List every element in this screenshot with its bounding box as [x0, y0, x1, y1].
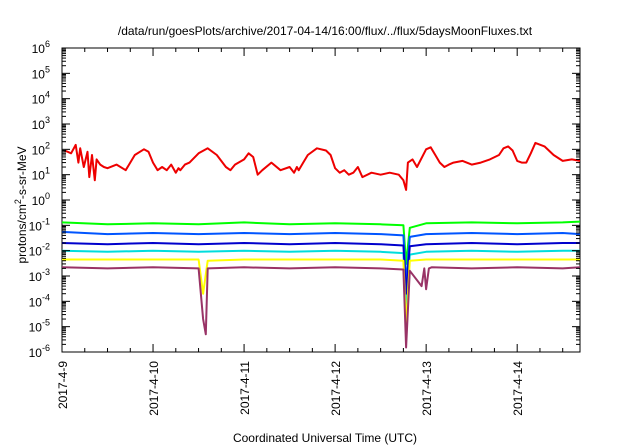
y-tick-label: 100: [32, 191, 50, 208]
x-tick-label: 2017-4-10: [147, 361, 161, 416]
y-tick-label: 10-3: [29, 267, 50, 284]
y-tick-label: 10-4: [29, 292, 50, 309]
y-tick-label: 104: [32, 90, 50, 107]
series-line-6: [62, 258, 580, 328]
series-line-3: [61, 230, 581, 285]
y-tick-label: 10-2: [29, 242, 50, 259]
y-tick-label: 105: [32, 64, 50, 81]
series-line-1: [64, 141, 581, 191]
y-tick-label: 101: [32, 166, 50, 183]
series-line-7: [61, 266, 581, 349]
x-tick-label: 2017-4-14: [511, 361, 525, 416]
x-axis-label: Coordinated Universal Time (UTC): [233, 431, 417, 445]
x-tick-label: 2017-4-9: [56, 361, 70, 409]
y-tick-label: 10-6: [29, 343, 50, 360]
y-tick-label: 103: [32, 115, 50, 132]
y-tick-label: 10-5: [29, 318, 50, 335]
series-line-2: [61, 220, 581, 265]
y-tick-label: 106: [32, 39, 50, 56]
y-tick-label: 102: [32, 140, 50, 157]
y-tick-label: 10-1: [29, 216, 50, 233]
x-tick-label: 2017-4-12: [329, 361, 343, 416]
plot-area: [61, 47, 581, 353]
y-axis-ticks: 10-6 10-5 10-4 10-3 10-2 10-1 100 101 102 103 104 1…: [29, 39, 580, 360]
x-tick-label: 2017-4-13: [420, 361, 434, 416]
x-tick-label: 2017-4-11: [238, 361, 252, 415]
y-axis-label: protons/cm2-s-sr-MeV: [13, 146, 29, 263]
series-line-4: [61, 249, 580, 310]
plot-frame: [61, 47, 581, 353]
chart-title: /data/run/goesPlots/archive/2017-04-14/1…: [118, 24, 533, 38]
x-axis-ticks: 2017-4-9 2017-4-10 2017-4-11 2017-4-12 2017-…: [56, 48, 564, 416]
series-layer: [61, 141, 581, 349]
series-line-5: [61, 242, 580, 295]
